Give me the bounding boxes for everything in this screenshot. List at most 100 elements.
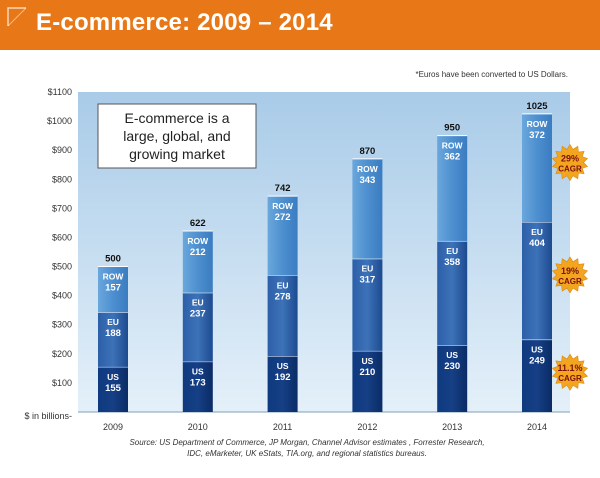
bar-row-2010 — [182, 231, 213, 293]
bar-eu-2014 — [522, 222, 552, 340]
page-curl-icon — [7, 7, 27, 27]
segment-value: 230 — [444, 361, 460, 372]
segment-label-eu: EU — [277, 280, 289, 290]
bar-us-2010 — [182, 361, 213, 412]
cagr-badge-row — [551, 143, 589, 182]
segment-label-us: US — [192, 367, 204, 377]
segment-label-row: ROW — [442, 141, 464, 151]
source-line-2: IDC, eMarketer, UK eStats, TIA.org, and … — [187, 449, 427, 458]
segment-label-us: US — [446, 350, 458, 360]
segment-value: 372 — [529, 130, 545, 141]
segment-label-eu: EU — [107, 317, 119, 327]
y-tick-label: $1000 — [47, 116, 72, 126]
segment-value: 404 — [529, 238, 546, 249]
segment-value: 278 — [275, 291, 291, 302]
currency-footnote: *Euros have been converted to US Dollars… — [415, 70, 568, 79]
segment-label-row: ROW — [103, 272, 125, 282]
segment-value: 155 — [105, 383, 122, 394]
segment-label-us: US — [277, 361, 289, 371]
title-banner: E-commerce: 2009 – 2014 — [0, 0, 600, 50]
bar-total-label: 742 — [275, 183, 291, 194]
x-tick-label: 2014 — [527, 422, 547, 432]
segment-value: 210 — [359, 367, 375, 378]
bar-us-2013 — [437, 345, 468, 412]
segment-label-row: ROW — [357, 164, 379, 174]
source-line-1: Source: US Department of Commerce, JP Mo… — [129, 438, 485, 447]
segment-label-us: US — [107, 372, 119, 382]
bar-eu-2013 — [437, 240, 468, 346]
cagr-badge-us — [551, 353, 589, 391]
segment-value: 358 — [444, 257, 460, 268]
bar-eu-2010 — [182, 292, 213, 362]
segment-value: 362 — [444, 152, 460, 163]
cagr-badge-value: 11.1% — [557, 363, 582, 373]
segment-label-eu: EU — [446, 246, 458, 256]
y-tick-label: $300 — [52, 320, 72, 330]
segment-value: 343 — [359, 175, 375, 186]
segment-value: 249 — [529, 356, 545, 367]
y-tick-label: $800 — [52, 174, 72, 184]
cagr-badge-value: 29% — [561, 154, 579, 164]
segment-value: 237 — [190, 309, 206, 320]
segment-value: 272 — [275, 212, 291, 223]
bar-total-label: 950 — [444, 123, 460, 134]
bar-us-2011 — [267, 356, 298, 412]
bar-row-2014 — [522, 113, 552, 223]
x-tick-label: 2009 — [103, 422, 123, 432]
segment-value: 173 — [190, 378, 206, 389]
segment-label-eu: EU — [531, 227, 543, 237]
bar-eu-2012 — [352, 258, 383, 351]
bar-total-label: 870 — [359, 146, 375, 157]
callout-line: growing market — [129, 146, 225, 162]
callout-box: E-commerce is a large, global, and growing… — [97, 103, 257, 169]
y-tick-label: $400 — [52, 291, 72, 301]
bar-us-2009 — [98, 366, 128, 412]
bar-row-2012 — [352, 158, 383, 259]
y-tick-label: $200 — [52, 349, 72, 359]
segment-label-row: ROW — [527, 119, 549, 129]
segment-label-eu: EU — [192, 298, 204, 308]
bar-us-2014 — [522, 339, 552, 412]
bar-us-2012 — [352, 350, 383, 412]
bar-total-label: 500 — [105, 254, 121, 265]
y-tick-label: $600 — [52, 232, 72, 242]
segment-value: 192 — [275, 372, 291, 383]
bar-row-2009 — [98, 266, 128, 313]
segment-label-row: ROW — [187, 236, 209, 246]
cagr-badge-value: 19% — [561, 266, 579, 276]
bar-eu-2011 — [267, 275, 298, 357]
y-tick-label: $100 — [52, 378, 72, 388]
segment-value: 212 — [190, 247, 206, 258]
y-tick-label: $700 — [52, 203, 72, 213]
bar-row-2013 — [437, 135, 468, 241]
segment-label-us: US — [531, 345, 543, 355]
bar-total-label: 622 — [190, 218, 206, 229]
bar-eu-2009 — [98, 312, 128, 367]
cagr-badge-caption: CAGR — [558, 374, 582, 383]
cagr-badge-caption: CAGR — [558, 165, 582, 174]
callout-line: E-commerce is a — [124, 110, 229, 126]
x-tick-label: 2010 — [188, 422, 208, 432]
segment-value: 188 — [105, 328, 121, 339]
cagr-badge-caption: CAGR — [558, 277, 582, 286]
x-tick-label: 2011 — [273, 422, 292, 432]
bar-row-2011 — [267, 196, 298, 276]
page-title: E-commerce: 2009 – 2014 — [36, 9, 333, 36]
y-tick-label: $500 — [52, 262, 72, 272]
segment-value: 317 — [359, 275, 375, 286]
x-tick-label: 2012 — [357, 422, 377, 432]
segment-label-row: ROW — [272, 201, 294, 211]
y-unit-label: $ in billions- — [24, 411, 72, 421]
source-note: Source: US Department of Commerce, JP Mo… — [72, 437, 542, 459]
segment-label-eu: EU — [361, 264, 373, 274]
y-tick-label: $1100 — [48, 87, 72, 97]
cagr-badge-eu — [551, 256, 589, 294]
bar-total-label: 1025 — [526, 101, 548, 112]
segment-label-us: US — [361, 356, 373, 366]
segment-value: 157 — [105, 283, 121, 294]
x-tick-label: 2013 — [442, 422, 462, 432]
callout-line: large, global, and — [123, 128, 230, 144]
y-tick-label: $900 — [52, 145, 72, 155]
